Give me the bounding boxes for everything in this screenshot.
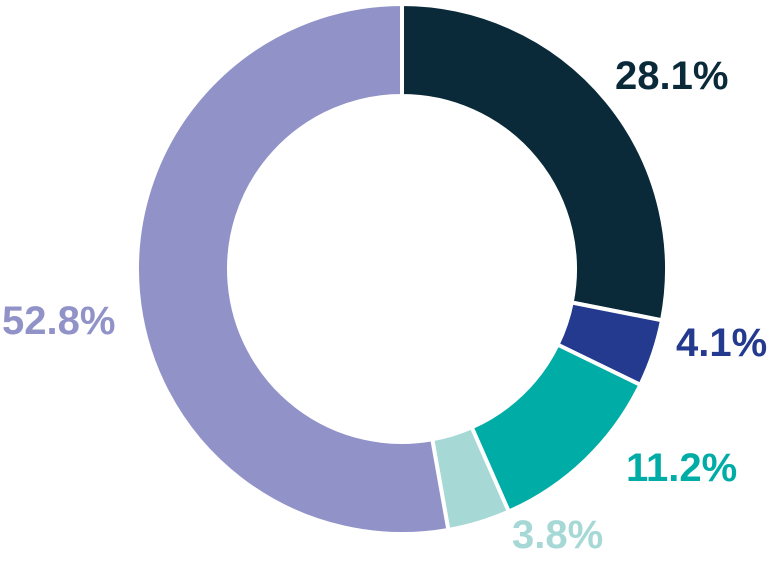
slice-label-1: 4.1% [676,321,767,365]
slice-label-0: 28.1% [615,54,728,98]
donut-slice-4 [135,1,451,536]
donut-slice-0 [400,1,669,323]
slice-label-4: 52.8% [2,299,115,343]
labels-group: 28.1% 4.1% 11.2% 3.8% 52.8% [2,54,767,557]
slice-label-3: 3.8% [512,513,603,557]
slices-group [135,1,669,536]
slice-label-2: 11.2% [626,446,737,490]
